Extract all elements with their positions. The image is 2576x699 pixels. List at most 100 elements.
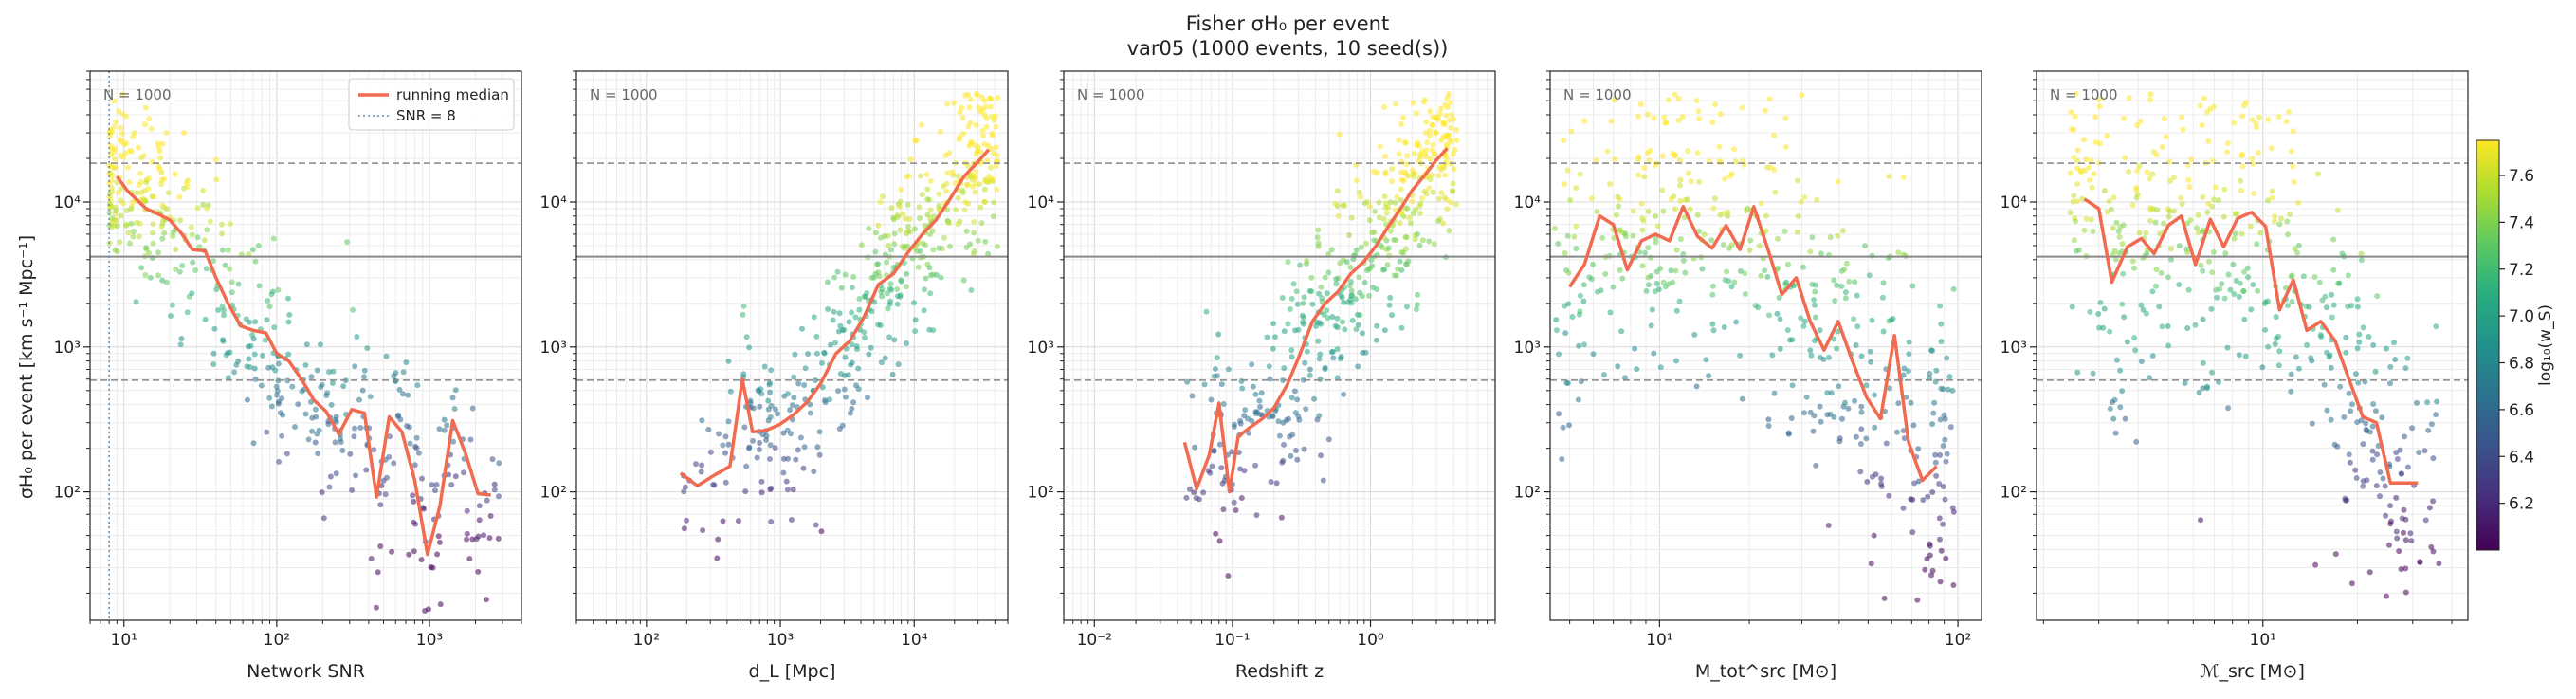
scatter-point: [936, 191, 942, 197]
scatter-point: [1325, 269, 1332, 276]
scatter-point: [992, 113, 998, 120]
scatter-point: [262, 337, 268, 343]
scatter-point: [491, 481, 498, 487]
scatter-point: [1910, 422, 1917, 429]
scatter-point: [464, 536, 469, 543]
scatter-point: [983, 123, 990, 130]
scatter-point: [1443, 133, 1450, 138]
scatter-point: [353, 472, 359, 479]
scatter-point: [159, 235, 166, 242]
scatter-point: [989, 130, 996, 137]
scatter-point: [1386, 252, 1393, 259]
scatter-point: [2261, 301, 2268, 307]
scatter-point: [1216, 538, 1223, 544]
scatter-point: [1320, 477, 1326, 484]
scatter-point: [2256, 149, 2261, 156]
scatter-point: [1233, 507, 1239, 513]
scatter-point: [2147, 97, 2153, 103]
scatter-point: [469, 405, 476, 412]
scatter-point: [2129, 202, 2136, 209]
scatter-point: [1257, 404, 1264, 410]
scatter-point: [1449, 112, 1454, 118]
scatter-point: [476, 517, 483, 524]
scatter-point: [108, 129, 115, 136]
scatter-point: [1392, 199, 1398, 206]
y-axis-label: σH₀ per event [km s⁻¹ Mpc⁻¹]: [16, 235, 37, 499]
scatter-point: [2150, 149, 2157, 155]
scatter-point: [1374, 170, 1380, 175]
scatter-point: [1341, 391, 1347, 397]
scatter-point: [1285, 259, 1291, 266]
scatter-point: [1852, 279, 1858, 285]
scatter-point: [1709, 321, 1716, 327]
scatter-point: [2198, 262, 2204, 268]
scatter-point: [159, 202, 166, 209]
scatter-point: [2134, 168, 2141, 175]
scatter-point: [1381, 267, 1388, 273]
scatter-point: [1618, 328, 1625, 335]
scatter-point: [1679, 114, 1686, 120]
scatter-point: [849, 285, 855, 291]
scatter-point: [178, 336, 185, 341]
scatter-point: [138, 190, 145, 196]
scatter-point: [1388, 178, 1395, 185]
scatter-point: [1288, 452, 1294, 459]
scatter-point: [824, 279, 831, 285]
scatter-point: [1843, 260, 1850, 267]
scatter-point: [410, 492, 416, 499]
scatter-point: [2104, 133, 2110, 139]
scatter-point: [2121, 115, 2127, 121]
scatter-point: [1695, 108, 1702, 115]
scatter-point: [275, 360, 282, 367]
scatter-point: [1927, 552, 1933, 559]
scatter-point: [142, 121, 148, 128]
scatter-point: [1622, 230, 1629, 237]
scatter-point: [1393, 237, 1399, 244]
scatter-point: [1774, 235, 1781, 242]
scatter-point: [2136, 230, 2143, 236]
scatter-point: [1400, 114, 1407, 120]
scatter-point: [1385, 245, 1392, 251]
scatter-point: [2360, 441, 2366, 448]
scatter-point: [787, 407, 794, 414]
x-tick-label: 10⁻¹: [1215, 631, 1250, 650]
scatter-point: [2074, 198, 2081, 204]
scatter-point: [2168, 246, 2174, 252]
scatter-point: [1936, 515, 1943, 522]
x-axis-label: Network SNR: [247, 661, 365, 682]
scatter-point: [1315, 338, 1322, 344]
scatter-point: [2068, 109, 2074, 116]
scatter-point: [917, 173, 923, 179]
scatter-point: [2156, 304, 2163, 310]
scatter-point: [2387, 363, 2394, 370]
scatter-point: [1878, 475, 1885, 482]
scatter-point: [207, 218, 213, 225]
scatter-point: [219, 230, 225, 237]
scatter-point: [943, 188, 950, 194]
scatter-point: [2353, 475, 2360, 481]
scatter-point: [1229, 449, 1235, 455]
scatter-point: [156, 166, 163, 172]
scatter-point: [784, 487, 791, 493]
scatter-point: [736, 518, 741, 524]
scatter-point: [878, 359, 885, 366]
scatter-point: [1348, 287, 1355, 294]
scatter-point: [1405, 173, 1412, 179]
scatter-point: [1410, 174, 1416, 180]
colorbar-tick-label: 7.4: [2509, 213, 2534, 232]
scatter-point: [1696, 178, 1702, 185]
scatter-point: [2152, 219, 2159, 226]
scatter-point: [450, 438, 457, 445]
scatter-point: [967, 96, 974, 102]
scatter-point: [842, 354, 849, 360]
scatter-point: [1301, 321, 1307, 327]
scatter-point: [1295, 326, 1302, 333]
scatter-point: [872, 230, 879, 236]
scatter-point: [891, 241, 898, 248]
scatter-point: [114, 217, 120, 224]
scatter-point: [2185, 286, 2192, 293]
scatter-point: [864, 290, 870, 296]
scatter-point: [1709, 283, 1716, 289]
scatter-point: [2402, 365, 2409, 372]
scatter-point: [710, 482, 717, 487]
